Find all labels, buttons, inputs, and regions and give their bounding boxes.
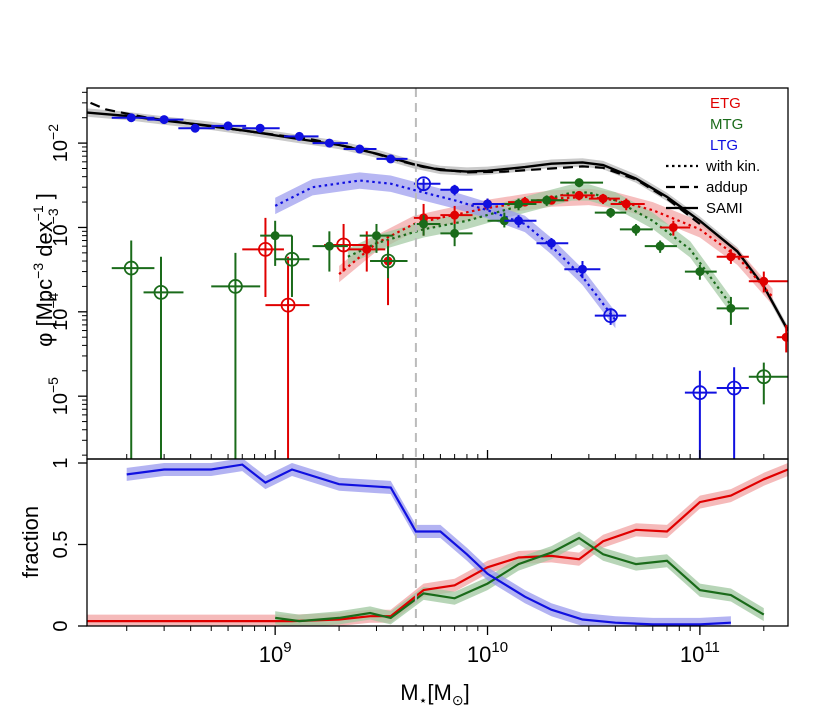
data-point-mtg xyxy=(440,223,473,247)
svg-text:SAMI: SAMI xyxy=(706,200,743,217)
data-point-etg xyxy=(660,220,691,236)
x-tick-label: 1011 xyxy=(680,639,720,667)
data-point-ltg xyxy=(242,123,280,133)
y-tick-label: 10−5 xyxy=(45,377,72,415)
fraction-y-tick-label: 0 xyxy=(50,620,72,631)
top-x-ticks xyxy=(126,450,765,459)
data-point-ltg xyxy=(684,370,717,459)
data-point-ltg xyxy=(594,308,627,325)
data-point-etg xyxy=(560,190,595,201)
top-data-points xyxy=(111,113,788,459)
y-tick-label: 10−2 xyxy=(45,124,72,162)
data-point-etg xyxy=(776,324,788,353)
data-point-mtg xyxy=(359,223,394,253)
bottom-y-axis: 00.51 xyxy=(50,457,87,632)
legend-entry-ltg: LTG xyxy=(710,137,738,154)
y-tick-label: 10−3 xyxy=(45,208,72,246)
data-point-mtg xyxy=(413,215,441,236)
svg-text:MTG: MTG xyxy=(710,116,743,133)
x-tick-label: 109 xyxy=(259,639,292,667)
data-point-mtg xyxy=(644,240,677,253)
top-y-axis-label: φ [Mpc−3 dex−1 ] xyxy=(30,193,57,347)
top-panel: 10−5 10−4 10−3 10−2 φ [Mpc−3 dex−1 ] ETG MTG… xyxy=(30,87,789,460)
data-point-etg xyxy=(242,217,284,297)
data-point-mtg xyxy=(748,362,788,405)
bottom-x-axis: 109 1010 1011 xyxy=(126,626,765,667)
series-ltg xyxy=(111,113,749,459)
legend-entry-addup: addup xyxy=(666,179,748,196)
data-point-ltg xyxy=(716,367,749,459)
data-point-etg xyxy=(588,193,620,204)
data-point-mtg xyxy=(530,195,565,206)
data-point-etg xyxy=(748,271,788,293)
data-point-mtg xyxy=(560,178,604,188)
band-mtg-with-kin- xyxy=(347,184,731,314)
data-point-mtg xyxy=(211,252,261,459)
data-point-ltg xyxy=(211,121,247,131)
data-point-ltg xyxy=(283,131,319,141)
svg-text:LTG: LTG xyxy=(710,137,738,154)
svg-text:addup: addup xyxy=(706,179,748,196)
data-point-ltg xyxy=(413,176,441,192)
data-point-etg xyxy=(716,249,749,264)
legend-entry-with-kin-: with kin. xyxy=(666,158,760,175)
y-tick-label: 10−4 xyxy=(45,293,72,331)
data-point-mtg xyxy=(684,264,717,280)
top-y-axis: 10−5 10−4 10−3 10−2 xyxy=(45,91,87,456)
fraction-band-mtg xyxy=(275,531,764,626)
data-point-ltg xyxy=(343,144,377,154)
data-point-mtg xyxy=(504,198,537,211)
data-point-mtg xyxy=(594,208,627,218)
data-point-mtg xyxy=(143,256,184,459)
legend-entry-etg: ETG xyxy=(710,95,741,112)
data-point-mtg xyxy=(370,246,408,279)
data-point-ltg xyxy=(147,115,184,125)
band-sami xyxy=(87,108,788,335)
data-point-mtg xyxy=(716,296,749,325)
data-point-ltg xyxy=(440,184,473,196)
top-confidence-bands xyxy=(87,108,788,335)
x-tick-label: 1010 xyxy=(467,639,508,667)
data-point-etg xyxy=(347,231,386,272)
svg-text:with kin.: with kin. xyxy=(705,158,760,175)
legend-entry-mtg: MTG xyxy=(710,116,743,133)
data-point-ltg xyxy=(376,154,408,164)
svg-text:ETG: ETG xyxy=(710,95,741,112)
data-point-mtg xyxy=(275,235,310,297)
fraction-bands xyxy=(87,459,788,626)
fraction-line-etg xyxy=(87,468,788,623)
data-point-ltg xyxy=(178,123,215,133)
fraction-lines xyxy=(87,463,788,626)
fraction-y-tick-label: 0.5 xyxy=(50,531,72,559)
legend: ETG MTG LTG with kin. addup SAMI xyxy=(666,95,760,217)
fraction-line-ltg xyxy=(126,463,731,626)
bottom-y-axis-label: fraction xyxy=(18,506,43,578)
bottom-panel-frame xyxy=(86,458,789,627)
data-point-ltg xyxy=(536,238,569,250)
data-point-ltg xyxy=(312,138,348,148)
legend-entry-sami: SAMI xyxy=(666,200,743,217)
data-point-mtg xyxy=(619,223,653,236)
series-mtg xyxy=(111,178,788,459)
x-axis-label: M⋆[M⊙] xyxy=(400,680,469,708)
bottom-panel: 00.51 109 1010 1011 fraction M⋆[M⊙] xyxy=(18,457,789,708)
data-point-etg xyxy=(440,205,473,224)
data-point-ltg xyxy=(111,113,155,123)
data-point-ltg xyxy=(472,198,505,211)
data-point-mtg xyxy=(111,240,155,459)
data-point-etg xyxy=(610,198,645,211)
fraction-band-etg xyxy=(87,463,788,626)
data-point-etg xyxy=(265,256,310,459)
fraction-line-mtg xyxy=(275,536,765,623)
data-point-ltg xyxy=(564,261,601,279)
fraction-band-ltg xyxy=(126,459,731,626)
line-ltg-with-kin- xyxy=(274,179,617,321)
fraction-y-tick-label: 1 xyxy=(50,457,72,468)
top-panel-frame xyxy=(86,87,789,460)
data-point-mtg xyxy=(312,231,348,272)
data-point-ltg xyxy=(504,215,537,228)
line-addup xyxy=(90,101,701,225)
line-mtg-with-kin- xyxy=(347,191,732,306)
